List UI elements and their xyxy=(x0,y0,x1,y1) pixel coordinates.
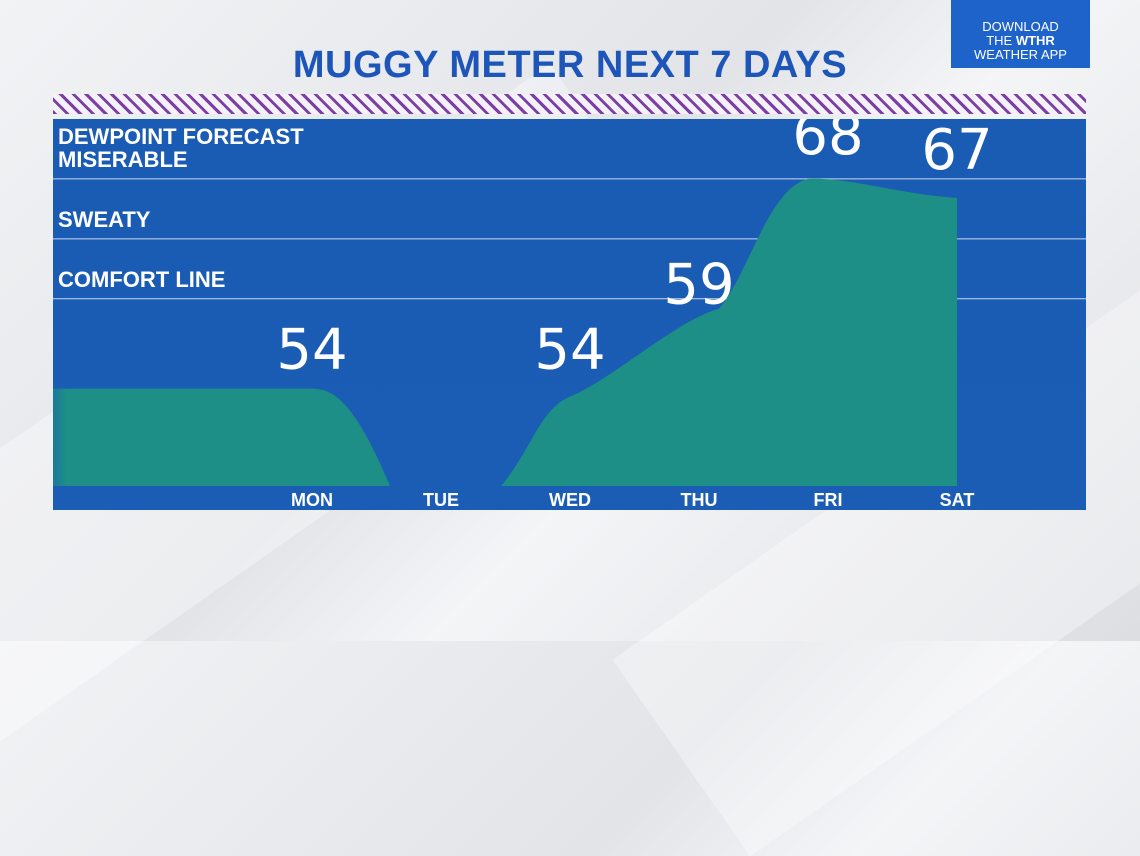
day-label-thu: THU xyxy=(681,490,718,510)
dewpoint-area-wed-sat xyxy=(501,178,957,486)
chart-title: DEWPOINT FORECAST xyxy=(58,124,304,149)
dewpoint-chart: DEWPOINT FORECAST MISERABLE SWEATY COMFORT… xyxy=(53,119,1086,510)
value-label-thu: 59 xyxy=(663,253,734,318)
value-label-mon: 54 xyxy=(276,318,347,383)
day-label-sat: SAT xyxy=(940,490,975,510)
day-label-wed: WED xyxy=(549,490,591,510)
page-title: MUGGY METER NEXT 7 DAYS xyxy=(292,44,848,86)
promo-line-2: THE WTHR xyxy=(986,33,1055,48)
reference-label-0: MISERABLE xyxy=(58,147,188,172)
promo-brand: WTHR xyxy=(1015,33,1055,48)
reference-label-1: SWEATY xyxy=(58,207,151,232)
promo-line-3: WEATHER APP xyxy=(974,47,1067,62)
reference-label-2: COMFORT LINE xyxy=(58,267,225,292)
promo-line-1: DOWNLOAD xyxy=(982,19,1059,34)
hatch-divider xyxy=(53,94,1086,114)
day-label-fri: FRI xyxy=(814,490,843,510)
value-label-fri: 68 xyxy=(792,119,863,168)
dewpoint-area-mon xyxy=(53,388,390,486)
chart-panel: DEWPOINT FORECAST MISERABLE SWEATY COMFORT… xyxy=(53,119,1086,510)
app-promo-badge[interactable]: DOWNLOAD THE WTHR WEATHER APP xyxy=(951,0,1090,68)
value-label-wed: 54 xyxy=(534,318,605,383)
day-label-mon: MON xyxy=(291,490,333,510)
day-label-tue: TUE xyxy=(423,490,459,510)
value-label-sat: 67 xyxy=(921,119,992,183)
